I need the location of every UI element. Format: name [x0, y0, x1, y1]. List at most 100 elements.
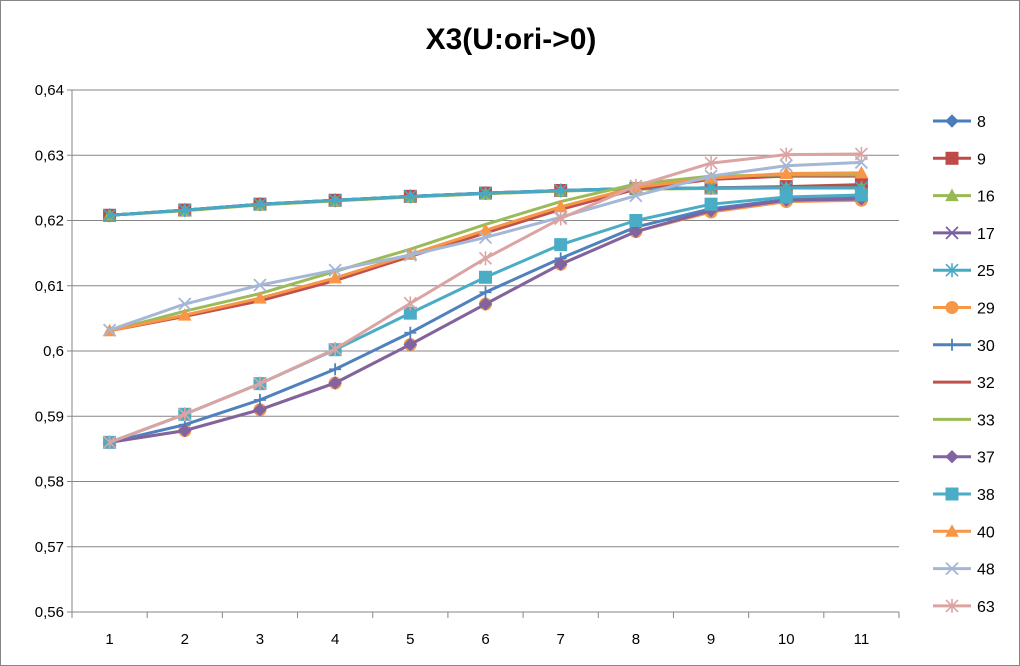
marker-square	[945, 151, 959, 165]
marker-triangle	[253, 291, 267, 304]
marker-x-stroke	[178, 297, 192, 311]
marker-star	[945, 263, 959, 278]
legend-label: 29	[977, 301, 995, 318]
marker-square	[779, 190, 793, 204]
marker-x-stroke	[629, 189, 643, 203]
marker-x-stroke	[102, 323, 117, 337]
marker-diamond	[945, 114, 959, 128]
marker-diamond	[478, 297, 493, 311]
marker-triangle	[945, 524, 959, 537]
marker-square	[854, 188, 868, 202]
legend-label: 37	[977, 450, 995, 467]
marker-plus	[329, 363, 342, 376]
marker-x	[629, 189, 643, 203]
marker-star	[178, 203, 192, 218]
marker-star	[103, 435, 117, 450]
marker-star	[253, 376, 267, 391]
marker-x	[403, 248, 417, 262]
axes: 0,56 0,57 0,58 0,59 0,6 0,61 0,62 0,63 0,64 1 2 3 4 5…	[35, 82, 900, 648]
x-tick-label: 9	[707, 631, 715, 648]
marker-x	[102, 323, 117, 337]
marker-x-stroke	[253, 278, 267, 292]
marker-x-stroke	[403, 248, 417, 262]
marker-star	[103, 208, 117, 223]
legend-item-63: 63	[933, 598, 995, 616]
marker-square	[554, 238, 568, 252]
legend-item-48: 48	[933, 562, 995, 579]
marker-x	[704, 169, 718, 183]
legend-item-38: 38	[933, 487, 995, 504]
marker-x-stroke	[328, 263, 342, 277]
y-tick-label: 0,61	[35, 278, 64, 295]
legend-item-25: 25	[933, 263, 995, 280]
marker-square	[629, 214, 643, 227]
legend-label: 17	[977, 226, 995, 243]
marker-star	[854, 146, 868, 161]
marker-diamond	[328, 376, 342, 390]
marker-star	[629, 178, 643, 193]
legend-label: 33	[977, 412, 995, 429]
legend-item-37: 37	[933, 450, 995, 467]
legend-label: 48	[977, 562, 995, 579]
x-tick-label: 5	[406, 631, 414, 648]
x-tick-label: 6	[481, 631, 489, 648]
x-tick-label: 4	[331, 631, 339, 648]
x-tick-label: 3	[256, 631, 264, 648]
marker-star	[779, 147, 793, 162]
marker-x	[779, 159, 793, 173]
legend-item-8: 8	[933, 114, 986, 131]
marker-x	[253, 278, 267, 292]
marker-diamond	[178, 423, 192, 438]
marker-square	[945, 487, 959, 501]
marker-plus	[479, 286, 492, 299]
series-lines	[102, 146, 869, 450]
legend: 8 9 16 17 25 29 30 32 33 37 38 40 48 63	[933, 114, 995, 616]
marker-star	[704, 156, 718, 171]
legend-label: 38	[977, 487, 995, 504]
legend-label: 25	[977, 263, 995, 280]
marker-plus	[404, 326, 417, 339]
y-tick-label: 0,6	[43, 343, 64, 360]
marker-star	[328, 193, 342, 208]
y-tick-label: 0,59	[35, 408, 64, 425]
marker-triangle	[945, 188, 959, 202]
y-tick-label: 0,56	[35, 604, 64, 621]
legend-item-30: 30	[933, 338, 995, 355]
marker-x	[328, 263, 342, 277]
marker-triangle	[328, 270, 342, 284]
legend-item-40: 40	[933, 524, 995, 541]
x-tick-label: 8	[632, 631, 640, 648]
marker-diamond	[553, 257, 568, 271]
marker-x-stroke	[945, 226, 959, 240]
y-tick-label: 0,62	[35, 213, 64, 230]
marker-star	[178, 407, 192, 422]
legend-label: 30	[977, 338, 995, 355]
marker-diamond	[253, 403, 267, 417]
x-tick-label: 1	[105, 631, 113, 648]
marker-diamond	[945, 449, 959, 464]
marker-diamond	[403, 337, 418, 352]
legend-item-32: 32	[933, 375, 995, 392]
marker-star	[478, 186, 493, 201]
marker-x-stroke	[704, 169, 718, 183]
marker-star	[253, 197, 267, 212]
series-37	[102, 192, 869, 450]
series-63	[103, 146, 868, 450]
marker-star	[403, 296, 417, 311]
marker-triangle	[177, 308, 192, 321]
marker-star	[328, 342, 342, 357]
marker-star	[554, 211, 568, 226]
marker-square	[479, 270, 492, 284]
marker-x	[945, 561, 959, 576]
marker-star	[945, 598, 959, 613]
y-tick-label: 0,57	[35, 539, 64, 556]
series-25	[103, 180, 868, 223]
marker-x	[478, 230, 493, 245]
marker-x-stroke	[945, 561, 959, 576]
y-tick-label: 0,58	[35, 474, 64, 491]
marker-triangle	[854, 165, 869, 179]
legend-label: 8	[977, 114, 986, 131]
marker-star	[554, 183, 568, 198]
